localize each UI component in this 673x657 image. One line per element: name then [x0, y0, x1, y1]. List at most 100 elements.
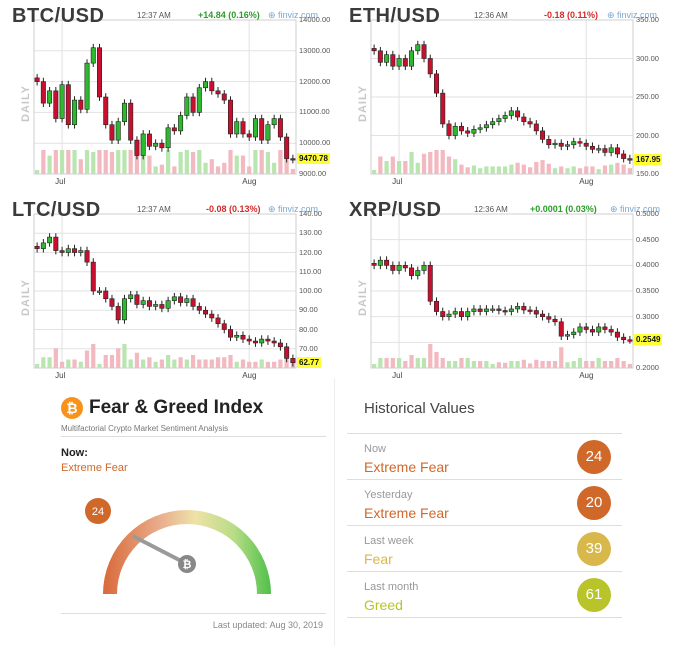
volume-bar: [178, 152, 183, 174]
candle: [240, 121, 246, 135]
candle: [446, 313, 452, 317]
row-score: 24: [577, 440, 611, 474]
volume-bar: [265, 361, 271, 368]
candle: [265, 124, 271, 141]
candle: [565, 144, 570, 147]
candle: [577, 141, 583, 144]
y-tick-label: 140.00: [299, 209, 322, 218]
volume-bar: [428, 344, 433, 368]
chart-source-link[interactable]: ⊕ finviz.com: [268, 204, 319, 214]
volume-bar: [484, 166, 489, 174]
volume-bar: [272, 361, 277, 368]
candle: [271, 340, 277, 344]
candle: [103, 96, 109, 126]
daily-label: DAILY: [20, 279, 32, 316]
candle: [384, 259, 390, 266]
candle: [521, 306, 527, 311]
candle: [97, 47, 102, 98]
btc-chart-panel[interactable]: BTC/USD 12:37 AM +14.84 (0.16%) ⊕ finviz…: [0, 0, 336, 193]
volume-bar: [66, 150, 71, 174]
candle: [434, 300, 439, 312]
candle: [627, 339, 633, 342]
candle: [134, 139, 140, 156]
volume-bar: [534, 161, 539, 174]
volume-bar: [621, 164, 626, 174]
candle: [221, 93, 227, 101]
y-tick-label: 0.4500: [636, 234, 659, 244]
candle: [284, 346, 290, 359]
historical-title: Historical Values: [364, 400, 475, 417]
candle: [65, 84, 71, 126]
y-tick-label: 0.5000: [636, 209, 659, 218]
candle: [621, 153, 627, 159]
chart-symbol: ETH/USD: [349, 5, 441, 27]
candle: [234, 334, 240, 338]
volume-bar: [78, 361, 83, 368]
candle: [146, 133, 152, 147]
volume-bar: [396, 358, 402, 368]
candle: [614, 147, 620, 155]
candle: [602, 148, 608, 153]
xrp-chart-panel[interactable]: XRP/USD 12:36 AM +0.0001 (0.03%) ⊕ finvi…: [337, 194, 673, 387]
candle: [252, 340, 258, 344]
volume-bar: [134, 352, 140, 368]
volume-bar: [109, 355, 115, 368]
ltc-chart-panel[interactable]: LTC/USD 12:37 AM -0.08 (0.13%) ⊕ finviz.…: [0, 194, 336, 387]
candle: [159, 142, 165, 149]
candle: [465, 311, 471, 317]
divider: [61, 613, 326, 614]
volume-bar: [584, 166, 589, 174]
volume-bar: [378, 358, 383, 368]
candle: [215, 317, 221, 325]
volume-bar: [409, 152, 414, 174]
candle: [471, 129, 477, 134]
y-tick-label: 100.00: [299, 286, 322, 295]
historical-values: Historical Values Now Extreme Fear 24 Ye…: [347, 388, 622, 643]
candle: [109, 298, 115, 307]
y-tick-label: 110.00: [299, 266, 322, 276]
candle: [72, 248, 78, 253]
candle: [571, 141, 577, 146]
chart-source-link[interactable]: ⊕ finviz.com: [268, 10, 319, 20]
volume-bar: [403, 161, 408, 174]
candle: [608, 329, 614, 333]
volume-bar: [615, 162, 620, 174]
volume-bar: [247, 361, 252, 368]
volume-bar: [565, 168, 570, 174]
chart-source-link[interactable]: ⊕ finviz.com: [610, 204, 661, 214]
y-tick-label: 0.3500: [636, 286, 659, 295]
chart-source-link[interactable]: ⊕ finviz.com: [607, 10, 658, 20]
candle: [259, 338, 265, 344]
daily-label: DAILY: [357, 279, 369, 316]
volume-bar: [35, 364, 40, 368]
eth-chart-panel[interactable]: ETH/USD 12:36 AM -0.18 (0.11%) ⊕ finviz.…: [337, 0, 673, 193]
volume-bar: [421, 153, 427, 174]
candle: [515, 306, 521, 310]
y-tick-label: 11000.00: [299, 107, 330, 117]
volume-bar: [222, 357, 227, 368]
candle: [546, 316, 552, 320]
volume-bar: [428, 152, 433, 174]
candle: [508, 110, 514, 116]
volume-bar: [509, 361, 514, 368]
candle: [421, 44, 427, 59]
volume-bar: [116, 150, 121, 174]
volume-bar: [515, 162, 520, 174]
candle: [228, 329, 233, 338]
bitcoin-logo-icon: ₿: [61, 397, 83, 419]
historical-row-now: Now Extreme Fear 24: [347, 433, 622, 480]
candle: [465, 130, 471, 134]
volume-bar: [234, 361, 239, 368]
candle: [59, 250, 65, 253]
x-tick-label: Aug: [579, 371, 594, 380]
volume-bar: [446, 361, 452, 368]
candle: [209, 313, 215, 319]
volume-bar: [84, 350, 90, 368]
candle: [53, 90, 59, 119]
volume-bar: [465, 358, 470, 368]
candle: [602, 326, 608, 330]
candle: [502, 115, 508, 119]
candle: [271, 118, 277, 126]
candle: [440, 92, 446, 125]
candle: [540, 130, 546, 140]
